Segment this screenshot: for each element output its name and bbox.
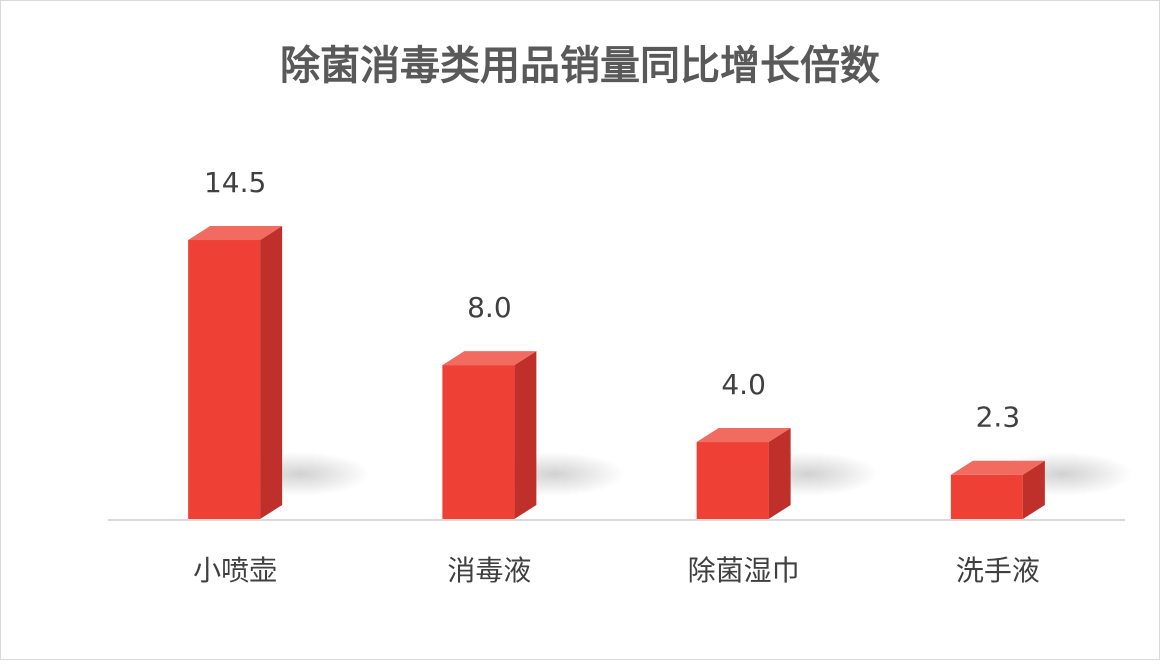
bar-top xyxy=(442,351,537,366)
value-label: 14.5 xyxy=(204,166,266,199)
bar xyxy=(950,474,1023,519)
value-label: 8.0 xyxy=(467,291,512,324)
bar-top xyxy=(950,460,1045,475)
bar-top xyxy=(696,428,791,443)
bar xyxy=(696,442,769,519)
bar-top xyxy=(188,226,283,241)
bar-side xyxy=(514,351,537,519)
x-tick-label: 除菌湿巾 xyxy=(688,554,800,587)
value-label: 2.3 xyxy=(976,401,1021,434)
bar-side xyxy=(768,428,791,519)
bar-side xyxy=(260,226,283,519)
bar xyxy=(188,240,261,519)
chart-title: 除菌消毒类用品销量同比增长倍数 xyxy=(280,43,880,89)
bar-side xyxy=(1022,460,1045,519)
x-tick-label: 洗手液 xyxy=(956,554,1040,587)
x-tick-label: 消毒液 xyxy=(447,554,531,587)
x-tick-label: 小喷壶 xyxy=(193,554,277,587)
value-label: 4.0 xyxy=(721,368,766,401)
bar xyxy=(442,365,515,519)
